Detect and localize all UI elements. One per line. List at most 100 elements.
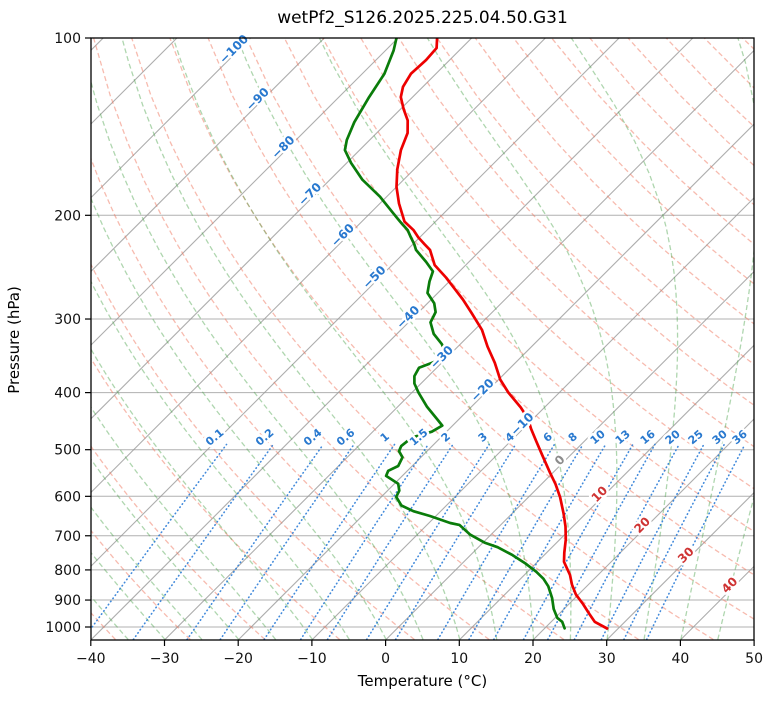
mixing-ratio-line (524, 445, 633, 640)
y-tick-label: 1000 (45, 620, 81, 636)
mixing-ratio-label: 10 (588, 427, 608, 447)
chart-title: wetPf2_S126.2025.225.04.50.G31 (91, 8, 754, 28)
moist-adiabat (681, 38, 759, 640)
mixing-ratio-label: 30 (710, 427, 730, 447)
x-tick-label: 20 (524, 651, 542, 667)
dry-adiabat (17, 38, 414, 640)
mixing-ratio-line (574, 445, 679, 640)
y-tick-label: 900 (54, 593, 81, 609)
mixing-ratio-line (328, 445, 453, 640)
isotherm-label: −40 (394, 303, 423, 332)
dry-adiabat (628, 38, 775, 640)
moist-adiabat (755, 38, 775, 640)
dry-adiabat (284, 38, 775, 640)
mixing-ratio-line (83, 445, 226, 640)
dry-adiabat (475, 38, 775, 640)
isotherm-label: −80 (269, 133, 298, 162)
dry-adiabat (743, 38, 775, 640)
moist-adiabat (80, 38, 423, 640)
x-tick-label: 50 (745, 651, 763, 667)
mixing-ratio-line (396, 445, 516, 640)
mixing-ratio-line (367, 445, 489, 640)
mixing-ratio-label: 20 (663, 427, 683, 447)
isotherm-label: −30 (427, 343, 456, 372)
mixing-ratio-lines (83, 445, 745, 640)
mixing-ratio-line (601, 445, 703, 640)
y-tick-label: 600 (54, 489, 81, 505)
isotherm-line (754, 38, 775, 640)
y-tick-label: 300 (54, 312, 81, 328)
isotherm-line (91, 38, 693, 640)
isotherm-line (0, 38, 324, 640)
mixing-ratio-label: 36 (730, 427, 750, 447)
dewpoint-curve (345, 38, 565, 628)
dry-adiabat (0, 38, 265, 640)
isotherm-label: 20 (631, 514, 653, 536)
isotherm-label: −90 (243, 85, 272, 114)
isotherm-label: 30 (675, 544, 697, 566)
isotherm-line (165, 38, 767, 640)
mixing-ratio-line (548, 445, 655, 640)
moist-adiabat (0, 38, 239, 640)
mixing-ratio-label: 0.1 (203, 426, 226, 448)
isotherm-label: −50 (360, 263, 389, 292)
y-axis-label: Pressure (hPa) (5, 270, 23, 410)
dry-adiabat (55, 38, 489, 640)
profile-curves (345, 38, 607, 629)
moist-adiabat (718, 38, 775, 640)
isotherm-label: 40 (719, 574, 741, 596)
y-tick-label: 100 (54, 31, 81, 47)
x-tick-label: 40 (671, 651, 689, 667)
dry-adiabat (0, 38, 340, 640)
y-tick-label: 200 (54, 208, 81, 224)
mixing-ratio-label: 0.6 (334, 426, 358, 449)
y-tick-label: 500 (54, 443, 81, 459)
x-tick-label: −10 (297, 651, 327, 667)
isotherm-label: −20 (468, 376, 497, 405)
isotherm-label: 10 (589, 483, 611, 505)
x-tick-label: 10 (450, 651, 468, 667)
isotherm-line (0, 38, 251, 640)
mixing-ratio-label: 2 (439, 430, 453, 445)
dry-adiabat (0, 38, 190, 640)
dry-adiabat (514, 38, 775, 640)
mixing-ratio-line (187, 445, 323, 640)
dry-adiabats (0, 38, 775, 640)
y-tick-label: 700 (54, 529, 81, 545)
isotherm-label: 0 (552, 452, 568, 468)
isotherm-lines (0, 38, 775, 640)
x-tick-label: −40 (76, 651, 106, 667)
dry-adiabat (323, 38, 775, 640)
moist-adiabats (0, 38, 775, 640)
dry-adiabat (704, 38, 775, 640)
isotherm-line (680, 38, 775, 640)
moist-adiabat (45, 38, 387, 640)
mixing-ratio-line (220, 445, 354, 640)
moist-adiabat (173, 38, 497, 640)
x-tick-label: 0 (381, 651, 390, 667)
x-tick-label: −20 (223, 651, 253, 667)
isotherm-label: −100 (216, 32, 251, 67)
dry-adiabat (437, 38, 775, 640)
mixing-ratio-label: 0.4 (301, 426, 325, 449)
x-axis-label: Temperature (°C) (91, 672, 754, 690)
x-tick-label: 30 (598, 651, 616, 667)
x-tick-label: −30 (150, 651, 180, 667)
mixing-ratio-line (647, 445, 745, 640)
moist-adiabat (319, 38, 571, 640)
isotherm-line (459, 38, 775, 640)
mixing-ratio-line (438, 445, 555, 640)
mixing-ratio-label: 25 (686, 427, 706, 447)
isotherm-line (0, 38, 472, 640)
mixing-ratio-label: 1.5 (407, 426, 430, 448)
isotherm-label: −70 (295, 180, 324, 209)
moist-adiabat (0, 38, 312, 640)
mixing-ratio-label: 1 (378, 430, 392, 445)
isotherm-line (0, 38, 398, 640)
moist-adiabat (0, 38, 165, 640)
y-tick-label: 400 (54, 386, 81, 402)
mixing-ratio-line (624, 445, 724, 640)
